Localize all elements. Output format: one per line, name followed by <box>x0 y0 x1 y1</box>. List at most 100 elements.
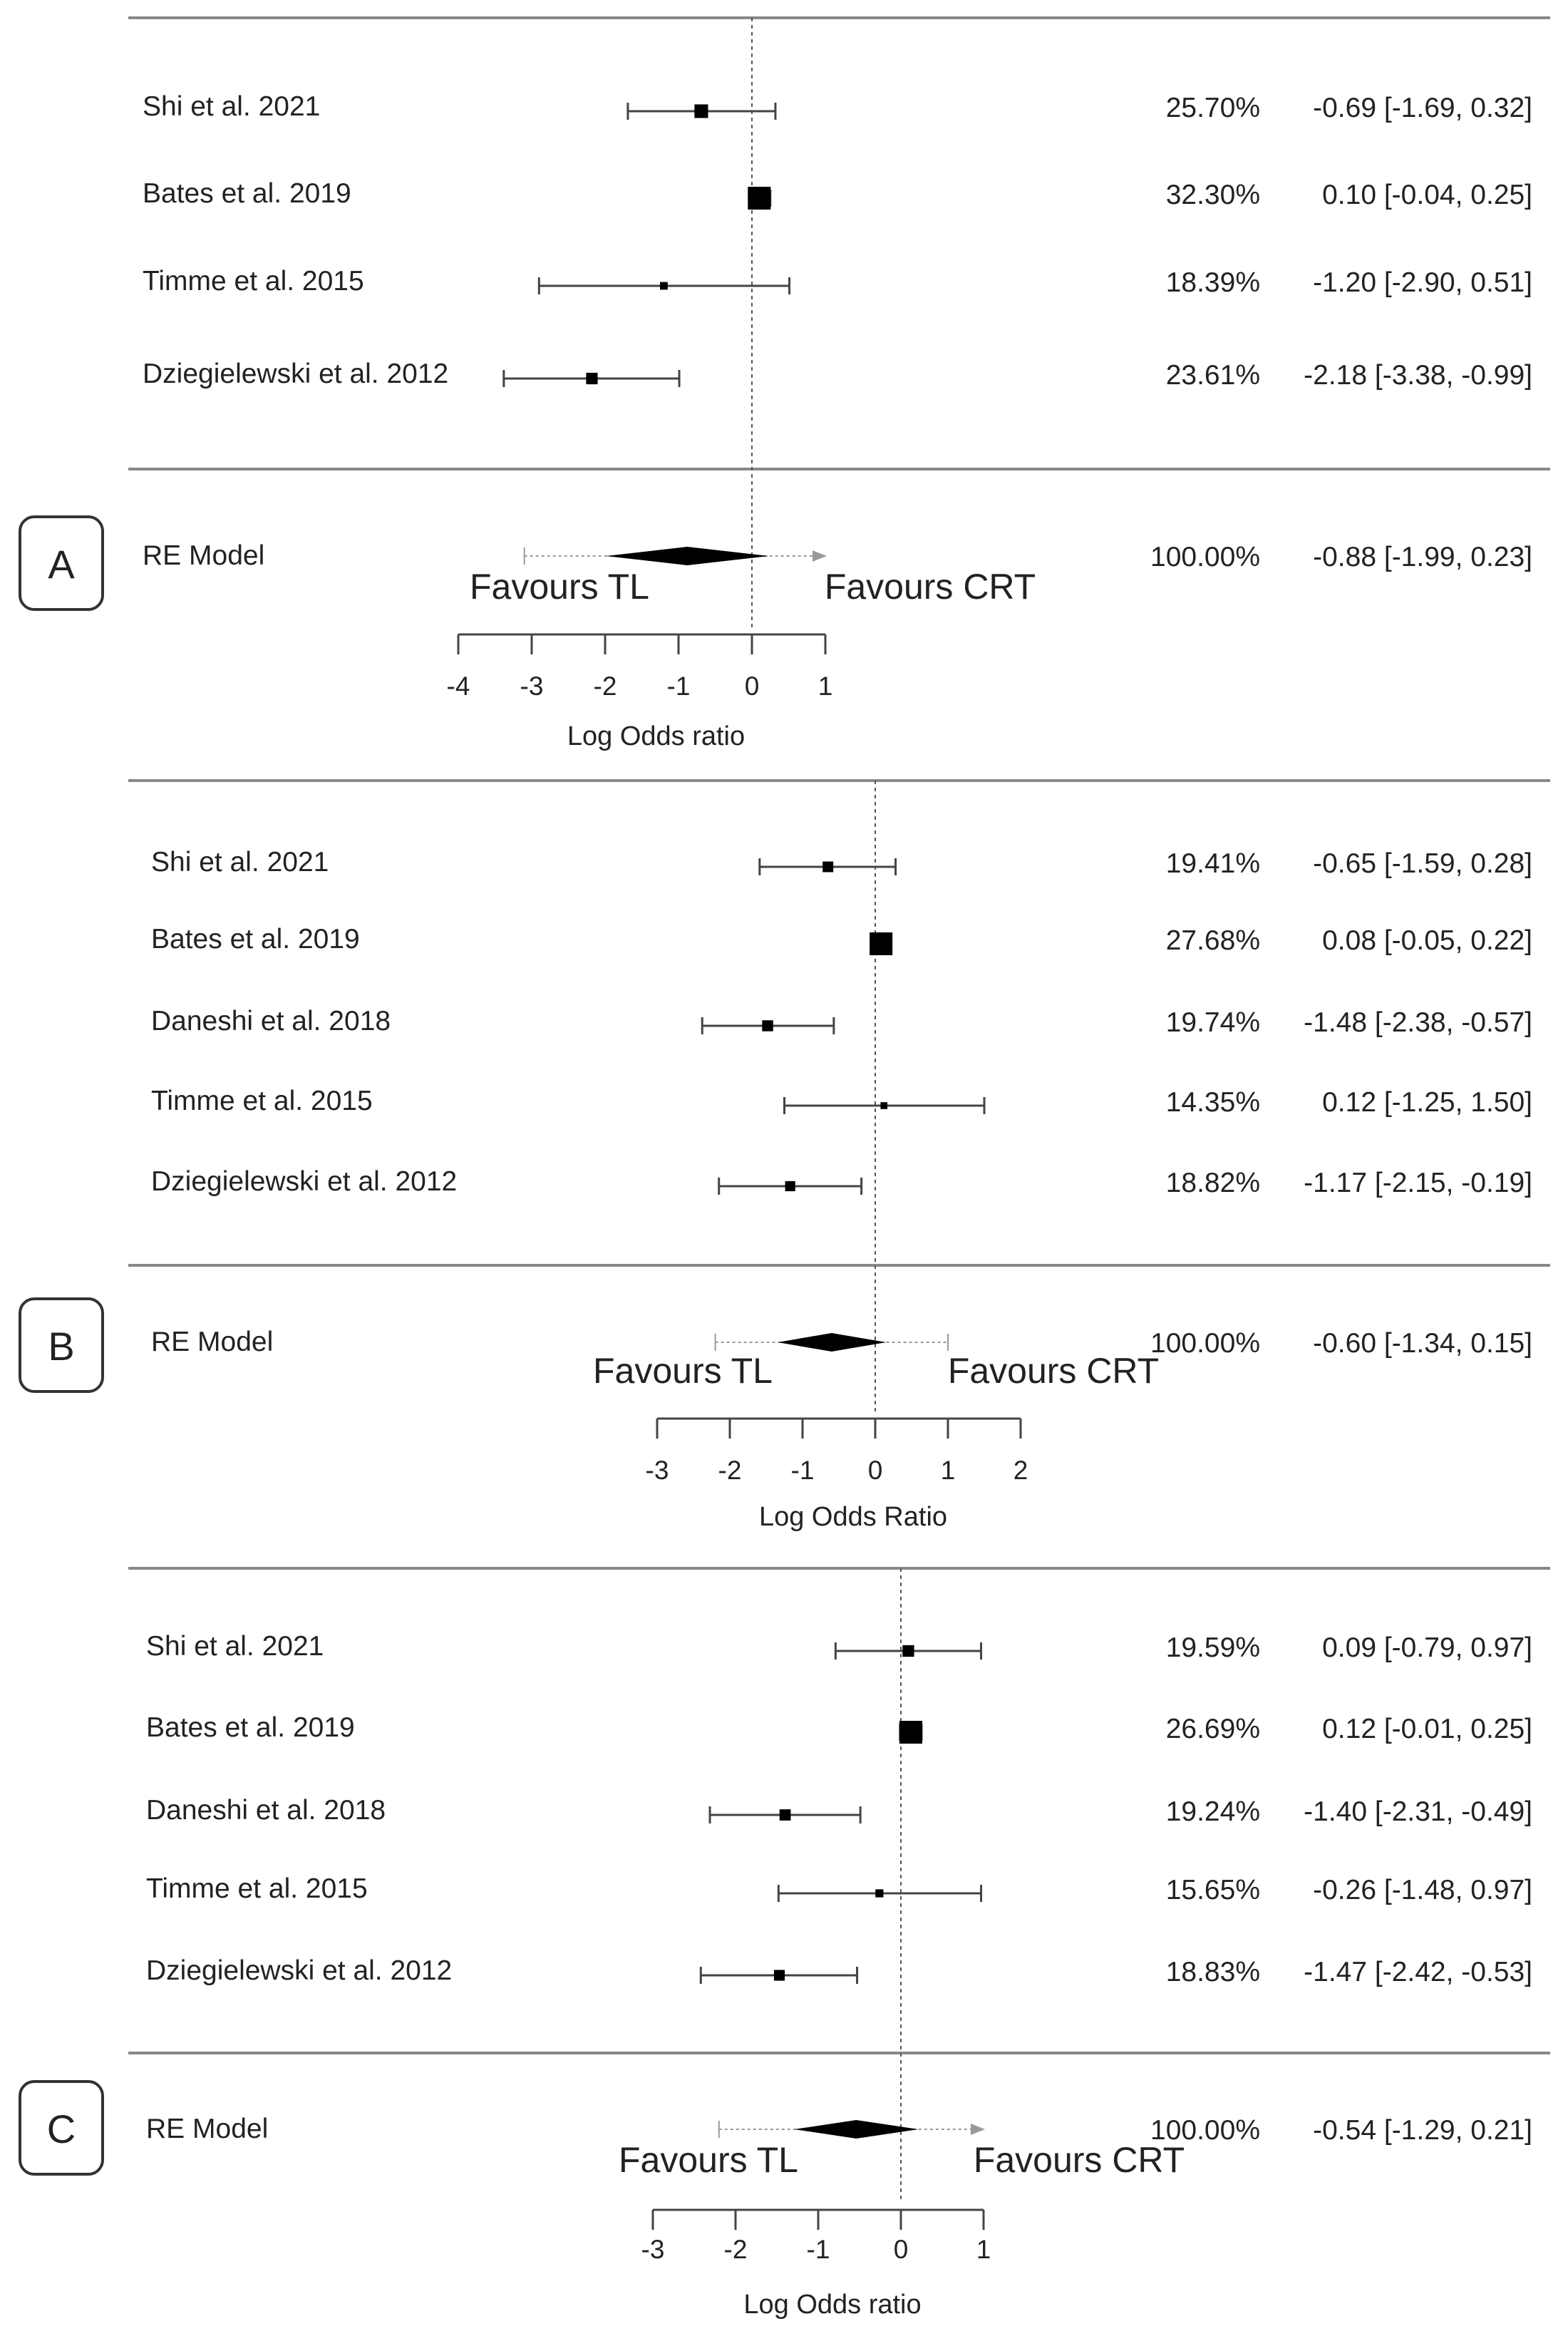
study-effect-ci: 0.12 [-1.25, 1.50] <box>1322 1087 1532 1118</box>
study-name: Dziegielewski et al. 2012 <box>151 1166 457 1197</box>
study-point-estimate <box>748 187 771 210</box>
study-effect-ci: -0.65 [-1.59, 0.28] <box>1313 848 1532 879</box>
study-weight: 14.35% <box>1166 1087 1260 1118</box>
x-axis-tick-label: 2 <box>1013 1456 1028 1485</box>
pooled-weight: 100.00% <box>1150 1328 1260 1359</box>
study-name: Timme et al. 2015 <box>151 1086 373 1116</box>
study-point-estimate <box>899 1721 922 1744</box>
study-weight: 25.70% <box>1166 93 1260 123</box>
x-axis-tick-label: -3 <box>641 2235 665 2264</box>
panel-label: B <box>48 1324 74 1369</box>
study-point-estimate <box>762 1020 773 1031</box>
x-axis-tick-label: -2 <box>724 2235 748 2264</box>
x-axis-tick-label: -3 <box>520 672 544 701</box>
panel-label-box <box>19 515 104 611</box>
x-axis-tick-label: -1 <box>807 2235 830 2264</box>
study-weight: 18.39% <box>1166 267 1260 298</box>
pooled-model-name: RE Model <box>146 2114 268 2144</box>
study-weight: 32.30% <box>1166 180 1260 210</box>
study-point-estimate <box>773 1970 785 1981</box>
study-point-estimate <box>779 1809 791 1821</box>
study-weight: 19.59% <box>1166 1632 1260 1663</box>
study-point-estimate <box>822 861 834 873</box>
pooled-weight: 100.00% <box>1150 2115 1260 2146</box>
study-name: Dziegielewski et al. 2012 <box>146 1955 452 1986</box>
study-name: Timme et al. 2015 <box>143 266 364 297</box>
study-weight: 15.65% <box>1166 1875 1260 1905</box>
favours-right-label: Favours CRT <box>948 1351 1159 1391</box>
favours-left-label: Favours TL <box>470 567 649 607</box>
study-effect-ci: -1.17 [-2.15, -0.19] <box>1304 1168 1532 1198</box>
study-name: Dziegielewski et al. 2012 <box>143 359 448 389</box>
study-point-estimate <box>586 372 598 385</box>
pooled-effect-ci: -0.54 [-1.29, 0.21] <box>1313 2115 1532 2146</box>
x-axis-tick-label: 1 <box>941 1456 956 1485</box>
pooled-model-name: RE Model <box>143 540 264 571</box>
study-effect-ci: -1.20 [-2.90, 0.51] <box>1313 267 1532 298</box>
study-point-estimate <box>902 1645 914 1657</box>
pooled-effect-ci: -0.88 [-1.99, 0.23] <box>1313 542 1532 572</box>
pooled-estimate-diamond <box>606 547 769 565</box>
x-axis-tick-label: 0 <box>868 1456 883 1485</box>
pooled-model-name: RE Model <box>151 1327 273 1357</box>
pooled-estimate-diamond <box>794 2120 919 2139</box>
study-name: Daneshi et al. 2018 <box>146 1795 386 1826</box>
x-axis-tick-label: 0 <box>745 672 760 701</box>
x-axis-tick-label: -2 <box>594 672 617 701</box>
study-effect-ci: 0.10 [-0.04, 0.25] <box>1322 180 1532 210</box>
x-axis-tick-label: -3 <box>646 1456 669 1485</box>
study-name: Shi et al. 2021 <box>151 847 329 878</box>
study-effect-ci: 0.12 [-0.01, 0.25] <box>1322 1714 1532 1744</box>
x-axis-tick-label: -4 <box>447 672 470 701</box>
x-axis-label: Log Odds ratio <box>743 2290 921 2320</box>
study-point-estimate <box>660 282 668 290</box>
study-effect-ci: 0.08 [-0.05, 0.22] <box>1322 925 1532 956</box>
study-name: Timme et al. 2015 <box>146 1873 368 1904</box>
panel-label: C <box>47 2106 76 2151</box>
pooled-effect-ci: -0.60 [-1.34, 0.15] <box>1313 1328 1532 1359</box>
study-name: Daneshi et al. 2018 <box>151 1006 391 1036</box>
x-axis-label: Log Odds ratio <box>567 721 745 751</box>
x-axis-tick-label: -1 <box>667 672 691 701</box>
favours-right-label: Favours CRT <box>825 567 1036 607</box>
study-name: Shi et al. 2021 <box>143 91 320 122</box>
panel-label: A <box>48 542 75 587</box>
study-weight: 27.68% <box>1166 925 1260 956</box>
panel-label-box <box>19 1297 104 1393</box>
study-effect-ci: -0.69 [-1.69, 0.32] <box>1313 93 1532 123</box>
panel-label-box <box>19 2080 104 2176</box>
favours-left-label: Favours TL <box>593 1351 773 1391</box>
study-weight: 19.41% <box>1166 848 1260 879</box>
study-effect-ci: -1.47 [-2.42, -0.53] <box>1304 1957 1532 1987</box>
x-axis-tick-label: 1 <box>818 672 833 701</box>
study-effect-ci: -0.26 [-1.48, 0.97] <box>1313 1875 1532 1905</box>
pooled-weight: 100.00% <box>1150 542 1260 572</box>
study-name: Shi et al. 2021 <box>146 1631 324 1662</box>
study-point-estimate <box>870 932 893 955</box>
study-weight: 19.74% <box>1166 1007 1260 1038</box>
study-point-estimate <box>694 104 708 118</box>
study-name: Bates et al. 2019 <box>151 924 360 955</box>
favours-left-label: Favours TL <box>619 2140 798 2180</box>
x-axis-tick-label: -1 <box>791 1456 815 1485</box>
favours-right-label: Favours CRT <box>974 2140 1185 2180</box>
study-effect-ci: -1.48 [-2.38, -0.57] <box>1304 1007 1532 1038</box>
study-weight: 19.24% <box>1166 1796 1260 1827</box>
x-axis-label: Log Odds Ratio <box>759 1502 947 1532</box>
pooled-estimate-diamond <box>778 1333 887 1352</box>
study-name: Bates et al. 2019 <box>146 1712 355 1743</box>
study-weight: 18.83% <box>1166 1957 1260 1987</box>
study-name: Bates et al. 2019 <box>143 178 351 209</box>
x-axis-tick-label: 1 <box>976 2235 991 2264</box>
study-weight: 18.82% <box>1166 1168 1260 1198</box>
x-axis-tick-label: 0 <box>894 2235 909 2264</box>
study-effect-ci: -1.40 [-2.31, -0.49] <box>1304 1796 1532 1827</box>
study-point-estimate <box>875 1889 884 1898</box>
study-point-estimate <box>785 1180 795 1192</box>
study-weight: 23.61% <box>1166 360 1260 391</box>
x-axis-tick-label: -2 <box>718 1456 742 1485</box>
study-point-estimate <box>880 1102 888 1109</box>
study-weight: 26.69% <box>1166 1714 1260 1744</box>
study-effect-ci: -2.18 [-3.38, -0.99] <box>1304 360 1532 391</box>
